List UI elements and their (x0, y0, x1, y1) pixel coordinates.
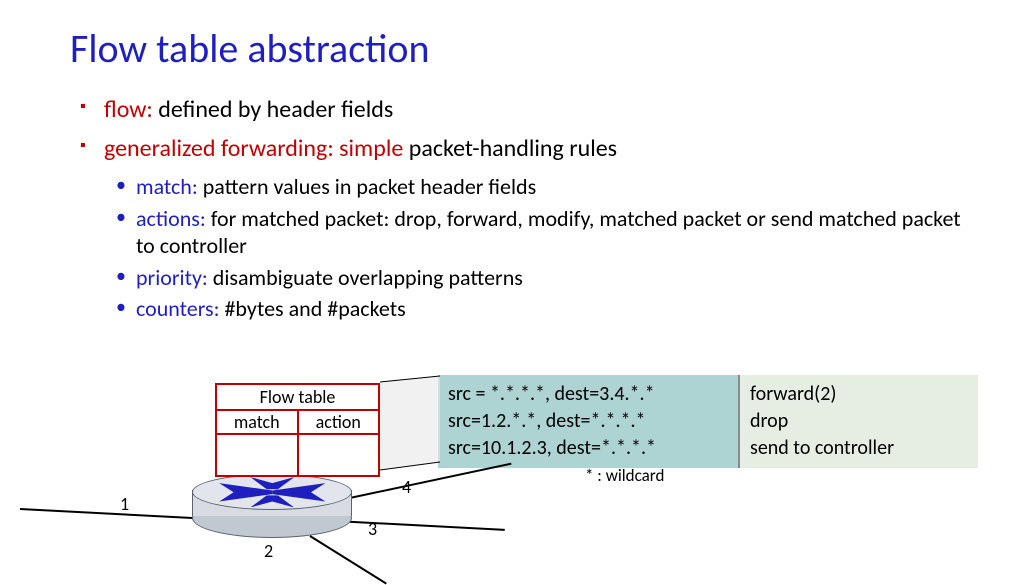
rules-action-column: forward(2) drop send to controller (740, 375, 978, 468)
flow-table-body (217, 435, 378, 475)
wildcard-note: * : wildcard (585, 465, 664, 486)
slide-title: Flow table abstraction (70, 24, 430, 73)
bullet-match-text: pattern values in packet header fields (198, 173, 536, 200)
rule-action-1: drop (750, 408, 968, 435)
bullet-genfwd-text: packet-handling rules (403, 134, 617, 163)
flow-table-box: Flow table match action (215, 383, 380, 477)
flow-table-empty-action (299, 435, 379, 475)
bullet-match-em: match: (136, 173, 198, 200)
bullet-counters-em: counters: (136, 295, 220, 322)
bullet-genfwd-em: generalized forwarding: simple (104, 134, 403, 163)
router-icon (192, 482, 352, 537)
bullet-actions-text: for matched packet: drop, forward, modif… (136, 205, 961, 260)
bullet-list: flow: defined by header fields generaliz… (80, 95, 984, 327)
bullet-counters-text: #bytes and #packets (220, 295, 406, 322)
bullet-priority-text: disambiguate overlapping patterns (208, 264, 523, 291)
flow-table-empty-match (217, 435, 299, 475)
bullet-actions: actions: for matched packet: drop, forwa… (80, 205, 984, 260)
bullet-priority-em: priority: (136, 264, 208, 291)
rule-action-2: send to controller (750, 435, 968, 462)
port-4-label: 4 (402, 476, 411, 498)
flow-table-title: Flow table (217, 385, 378, 411)
bullet-priority: priority: disambiguate overlapping patte… (80, 264, 984, 292)
port-1-label: 1 (120, 493, 129, 515)
flow-table-col-match: match (217, 411, 299, 433)
bullet-flow-em: flow: (104, 95, 153, 124)
flow-table-col-action: action (299, 411, 379, 433)
bullet-match: match: pattern values in packet header f… (80, 173, 984, 201)
port-2-label: 2 (264, 540, 273, 562)
router-diagram: 1 4 3 2 Flow table match action (110, 380, 590, 570)
rule-action-0: forward(2) (750, 381, 968, 408)
router-arrows-icon (217, 477, 328, 508)
flow-table-header-row: match action (217, 411, 378, 435)
port-3-label: 3 (368, 518, 377, 540)
bullet-flow: flow: defined by header fields (80, 95, 984, 124)
bullet-genfwd: generalized forwarding: simple packet-ha… (80, 134, 984, 163)
bullet-flow-text: defined by header fields (153, 95, 393, 124)
bullet-counters: counters: #bytes and #packets (80, 295, 984, 323)
bullet-actions-em: actions: (136, 205, 206, 232)
